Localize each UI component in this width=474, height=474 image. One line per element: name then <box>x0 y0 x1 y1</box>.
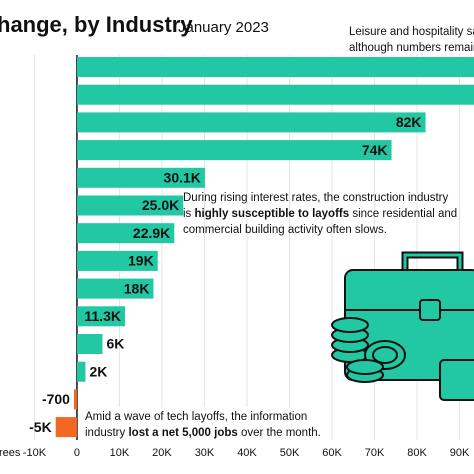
value-label: -700 <box>42 391 70 407</box>
annotation-line: although numbers remain b <box>349 42 474 54</box>
annotation-text: although numbers remain b <box>349 42 474 54</box>
bar <box>76 84 474 105</box>
value-label: 11.3K <box>84 308 121 324</box>
bar <box>55 417 77 438</box>
value-label: 82K <box>396 114 422 130</box>
annotation-text: commercial building activity often slows… <box>183 224 387 236</box>
value-label: 74K <box>362 142 388 158</box>
bar <box>76 112 426 133</box>
bar <box>76 361 86 382</box>
x-tick-label: -10K <box>23 447 47 459</box>
value-label: 19K <box>128 253 154 269</box>
x-tick-label: 20K <box>152 447 172 459</box>
value-label: 22.9K <box>133 225 170 241</box>
annotations: Leisure and hospitality saw although numb… <box>81 26 474 441</box>
annotation-text: industry <box>85 427 128 439</box>
x-tick-label: 80K <box>407 447 427 459</box>
chart-subtitle: January 2023 <box>178 19 269 36</box>
value-label: -5K <box>29 419 52 435</box>
x-tick-label: 40K <box>237 447 257 459</box>
value-label: 18K <box>124 280 150 296</box>
bar <box>73 389 77 410</box>
annotation-line: is highly susceptible to layoffs since r… <box>183 208 457 220</box>
bar <box>76 57 474 77</box>
value-label: 6K <box>106 336 124 352</box>
x-tick-label: 50K <box>280 447 300 459</box>
annotation-text: is <box>183 208 195 220</box>
bar <box>76 250 158 271</box>
annotation-text: over the month. <box>238 427 321 439</box>
x-axis-label: rees <box>0 447 21 459</box>
bar <box>76 167 205 188</box>
annotation-background <box>81 407 311 441</box>
annotation-text: highly susceptible to layoffs <box>195 208 350 220</box>
value-label: 30.1K <box>164 170 201 186</box>
annotation-text: Amid a wave of tech layoffs, the informa… <box>85 411 307 423</box>
x-tick-label: 0 <box>74 447 80 459</box>
bar <box>76 334 103 354</box>
x-tick-label: 10K <box>110 447 130 459</box>
value-label: 25.0K <box>142 197 179 213</box>
bar <box>76 278 154 299</box>
bar <box>76 306 125 327</box>
bar <box>76 195 184 216</box>
annotation-line: During rising interest rates, the constr… <box>183 192 449 204</box>
annotation-text: since residential and <box>349 208 457 220</box>
x-tick-label: 60K <box>322 447 342 459</box>
annotation-line: Leisure and hospitality saw <box>349 26 474 38</box>
value-label: 2K <box>89 363 107 379</box>
annotation-line: commercial building activity often slows… <box>183 224 387 236</box>
bar <box>76 223 175 244</box>
briefcase-icon <box>331 251 474 401</box>
annotation-line: industry lost a net 5,000 jobs over the … <box>85 427 321 439</box>
x-tick-label: 30K <box>195 447 215 459</box>
annotation-text: lost a net 5,000 jobs <box>128 427 237 439</box>
x-tick-label: 70K <box>365 447 385 459</box>
annotation-text: Leisure and hospitality saw <box>349 26 474 38</box>
chart-title: hange, by Industry <box>0 12 193 37</box>
annotation-text: During rising interest rates, the constr… <box>183 192 449 204</box>
x-tick-label: 90K <box>450 447 470 459</box>
bar <box>76 140 392 161</box>
annotation-line: Amid a wave of tech layoffs, the informa… <box>85 411 307 423</box>
